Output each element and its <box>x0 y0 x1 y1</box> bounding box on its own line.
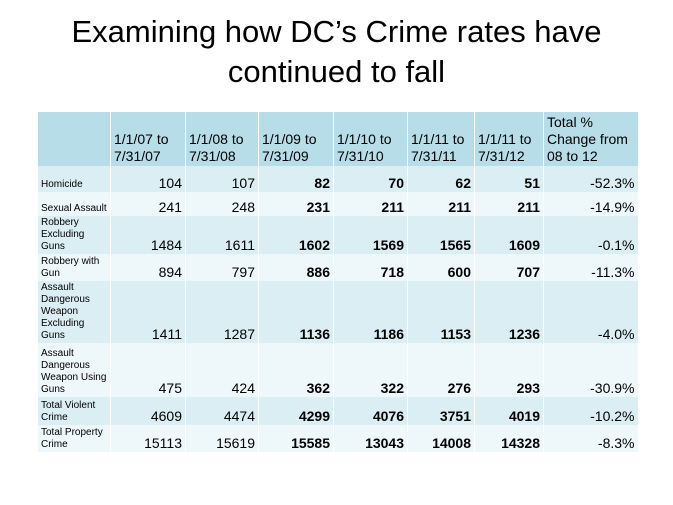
cell: 600 <box>407 254 475 281</box>
cell: 718 <box>333 254 408 281</box>
cell: 475 <box>110 343 186 397</box>
cell: 241 <box>110 192 186 216</box>
cell: -4.0% <box>543 281 638 343</box>
cell: 1565 <box>407 216 475 254</box>
cell: 4609 <box>110 397 186 425</box>
cell: 13043 <box>333 425 408 452</box>
cell: 104 <box>110 166 186 192</box>
table-row: Robbery with Gun 894 797 886 718 600 707 -11.3% <box>37 254 638 281</box>
cell: 211 <box>407 192 475 216</box>
cell: 62 <box>407 166 475 192</box>
cell: 51 <box>474 166 544 192</box>
cell: 15619 <box>185 425 259 452</box>
cell: 70 <box>333 166 408 192</box>
cell: 362 <box>258 343 334 397</box>
cell: 4076 <box>333 397 408 425</box>
cell: 4299 <box>258 397 334 425</box>
cell: 1153 <box>407 281 475 343</box>
header-cell: Total % Change from 08 to 12 <box>543 112 638 166</box>
row-label: Total Violent Crime <box>37 397 111 425</box>
cell: 707 <box>474 254 544 281</box>
row-label: Robbery with Gun <box>37 254 111 281</box>
cell: 797 <box>185 254 259 281</box>
row-label: Robbery Excluding Guns <box>37 216 111 254</box>
header-cell: 1/1/08 to 7/31/08 <box>185 112 259 166</box>
row-label: Homicide <box>37 166 111 192</box>
cell: 4019 <box>474 397 544 425</box>
row-label: Sexual Assault <box>37 192 111 216</box>
row-label: Total Property Crime <box>37 425 111 452</box>
cell: 3751 <box>407 397 475 425</box>
cell: 1611 <box>185 216 259 254</box>
cell: -11.3% <box>543 254 638 281</box>
header-cell: 1/1/09 to 7/31/09 <box>258 112 334 166</box>
table-row: Assault Dangerous Weapon Excluding Guns 1… <box>37 281 638 343</box>
cell: 322 <box>333 343 408 397</box>
header-cell: 1/1/11 to 7/31/12 <box>474 112 544 166</box>
cell: 1236 <box>474 281 544 343</box>
cell: 107 <box>185 166 259 192</box>
table-row: Total Violent Crime 4609 4474 4299 4076 3751 4… <box>37 397 638 425</box>
table-row: Homicide 104 107 82 70 62 51 -52.3% <box>37 166 638 192</box>
header-cell <box>37 112 111 166</box>
cell: 424 <box>185 343 259 397</box>
header-cell: 1/1/11 to 7/31/11 <box>407 112 475 166</box>
crime-table: 1/1/07 to 7/31/07 1/1/08 to 7/31/08 1/1/09… <box>37 112 638 452</box>
cell: 1609 <box>474 216 544 254</box>
cell: 14008 <box>407 425 475 452</box>
table-row: Sexual Assault 241 248 231 211 211 211 -14.9% <box>37 192 638 216</box>
cell: 886 <box>258 254 334 281</box>
table-row: Robbery Excluding Guns 1484 1611 1602 1569 15… <box>37 216 638 254</box>
cell: -0.1% <box>543 216 638 254</box>
cell: -52.3% <box>543 166 638 192</box>
table-row: Assault Dangerous Weapon Using Guns 475 42… <box>37 343 638 397</box>
cell: -14.9% <box>543 192 638 216</box>
cell: -30.9% <box>543 343 638 397</box>
cell: 15585 <box>258 425 334 452</box>
cell: -8.3% <box>543 425 638 452</box>
cell: -10.2% <box>543 397 638 425</box>
cell: 211 <box>474 192 544 216</box>
cell: 4474 <box>185 397 259 425</box>
cell: 1136 <box>258 281 334 343</box>
header-cell: 1/1/10 to 7/31/10 <box>333 112 408 166</box>
cell: 293 <box>474 343 544 397</box>
row-label: Assault Dangerous Weapon Excluding Guns <box>37 281 111 343</box>
cell: 82 <box>258 166 334 192</box>
cell: 894 <box>110 254 186 281</box>
cell: 15113 <box>110 425 186 452</box>
cell: 276 <box>407 343 475 397</box>
table-row: Total Property Crime 15113 15619 15585 13043… <box>37 425 638 452</box>
cell: 1411 <box>110 281 186 343</box>
slide-title: Examining how DC’s Crime rates have cont… <box>71 14 602 89</box>
row-label: Assault Dangerous Weapon Using Guns <box>37 343 111 397</box>
cell: 211 <box>333 192 408 216</box>
cell: 1484 <box>110 216 186 254</box>
cell: 1287 <box>185 281 259 343</box>
header-cell: 1/1/07 to 7/31/07 <box>110 112 186 166</box>
cell: 248 <box>185 192 259 216</box>
cell: 14328 <box>474 425 544 452</box>
cell: 1569 <box>333 216 408 254</box>
cell: 1602 <box>258 216 334 254</box>
cell: 231 <box>258 192 334 216</box>
cell: 1186 <box>333 281 408 343</box>
header-row: 1/1/07 to 7/31/07 1/1/08 to 7/31/08 1/1/09… <box>37 112 638 166</box>
